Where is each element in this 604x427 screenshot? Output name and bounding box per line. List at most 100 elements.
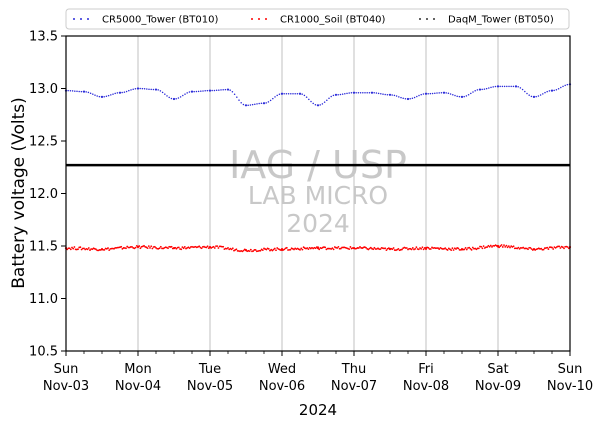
data-point <box>280 93 283 95</box>
data-point <box>118 91 121 94</box>
data-point <box>423 247 426 249</box>
data-point <box>206 245 209 248</box>
data-point <box>375 92 378 94</box>
data-point <box>444 247 447 250</box>
data-point <box>227 246 229 249</box>
data-point <box>339 247 342 250</box>
data-point <box>355 91 357 94</box>
data-point <box>512 245 515 248</box>
data-point <box>293 248 295 251</box>
data-point <box>499 85 501 88</box>
data-point <box>550 89 553 92</box>
data-point <box>99 249 102 251</box>
data-point <box>265 102 267 104</box>
data-point <box>551 246 553 249</box>
data-point <box>411 247 414 249</box>
data-point <box>71 246 73 249</box>
data-point <box>216 245 219 248</box>
data-point <box>261 249 264 252</box>
data-point <box>132 88 134 90</box>
data-point <box>477 247 480 250</box>
data-point <box>336 247 339 249</box>
data-point <box>494 85 497 88</box>
x-tick-label-date: Nov-04 <box>115 379 161 394</box>
data-point <box>301 248 304 251</box>
data-point <box>519 87 522 89</box>
data-point <box>283 93 285 95</box>
y-tick-label: 12.5 <box>29 135 58 150</box>
data-point <box>429 248 432 250</box>
data-point <box>224 88 227 91</box>
data-point <box>74 90 76 92</box>
legend-marker <box>80 18 82 20</box>
data-point <box>348 92 350 94</box>
x-tick-label-day: Sat <box>487 362 508 377</box>
data-point <box>547 248 550 250</box>
data-point <box>334 94 337 96</box>
data-point <box>454 94 456 97</box>
data-point <box>416 95 418 98</box>
data-point <box>328 97 330 100</box>
data-point <box>141 87 144 90</box>
data-point <box>294 93 296 95</box>
data-point <box>438 248 441 250</box>
data-point <box>507 245 510 248</box>
data-point <box>306 247 309 249</box>
data-point <box>487 244 490 247</box>
data-point <box>166 95 168 97</box>
data-point <box>68 247 71 250</box>
data-point <box>489 244 492 247</box>
data-point <box>566 246 569 248</box>
data-point <box>170 97 173 100</box>
data-point <box>80 248 83 251</box>
data-point <box>150 88 152 91</box>
data-point <box>369 246 372 249</box>
data-point <box>532 96 535 98</box>
data-point <box>398 96 400 98</box>
data-point <box>481 88 483 91</box>
data-point <box>491 246 493 248</box>
data-point <box>154 88 157 91</box>
data-point <box>135 244 138 247</box>
data-point <box>174 246 177 249</box>
x-axis-ticks: Sun Nov-03 Mon Nov-04 Tue Nov-05 Wed Nov-06 Thu N… <box>43 351 593 394</box>
data-point <box>139 87 141 90</box>
data-point <box>413 96 416 99</box>
data-point <box>377 92 380 95</box>
data-point <box>337 245 340 248</box>
data-point <box>159 90 162 92</box>
data-point <box>112 93 114 95</box>
data-point <box>535 95 537 98</box>
data-point <box>314 103 317 106</box>
data-point <box>429 92 432 95</box>
data-point <box>254 103 256 106</box>
data-point <box>148 88 150 90</box>
watermark-line-2: LAB MICRO <box>248 181 388 210</box>
data-point <box>563 247 565 250</box>
data-point <box>98 95 101 98</box>
watermark: IAG / USP LAB MICRO 2024 <box>229 143 407 238</box>
data-point <box>546 90 548 93</box>
data-point <box>344 93 346 95</box>
data-point <box>472 91 474 93</box>
data-point <box>186 92 188 94</box>
data-point <box>123 91 126 93</box>
legend-marker <box>87 18 89 20</box>
data-point <box>188 247 191 250</box>
series-marks <box>64 83 572 253</box>
legend-item-0: CR5000_Tower (BT010) <box>73 15 218 26</box>
data-point <box>83 247 85 250</box>
data-point <box>438 92 440 94</box>
data-point <box>410 248 413 251</box>
data-point <box>455 248 457 250</box>
data-point <box>348 248 351 251</box>
data-point <box>324 246 327 249</box>
data-point <box>183 246 186 248</box>
data-point <box>105 95 108 98</box>
data-point <box>414 247 417 250</box>
data-point <box>566 83 569 86</box>
data-point <box>316 104 319 107</box>
data-point <box>470 248 473 251</box>
data-point <box>319 104 321 106</box>
data-point <box>528 94 530 96</box>
